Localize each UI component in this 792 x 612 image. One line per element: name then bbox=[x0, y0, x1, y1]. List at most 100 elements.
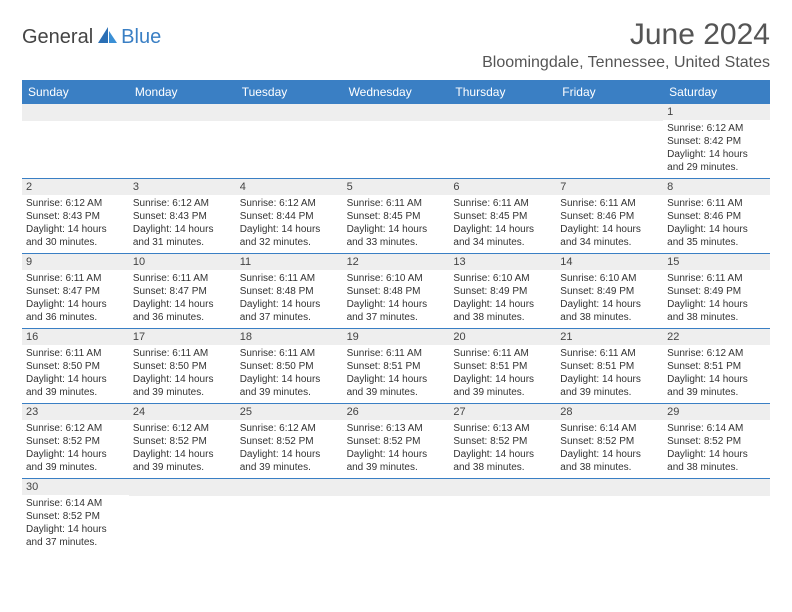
day-info: Sunrise: 6:14 AMSunset: 8:52 PMDaylight:… bbox=[22, 495, 129, 553]
day-info-empty bbox=[449, 121, 556, 175]
sunset-text: Sunset: 8:49 PM bbox=[667, 285, 766, 298]
day-number bbox=[556, 479, 663, 496]
sunset-text: Sunset: 8:48 PM bbox=[240, 285, 339, 298]
day-number: 3 bbox=[129, 179, 236, 195]
day-info: Sunrise: 6:14 AMSunset: 8:52 PMDaylight:… bbox=[556, 420, 663, 478]
sunset-text: Sunset: 8:50 PM bbox=[133, 360, 232, 373]
day-label: Saturday bbox=[663, 80, 770, 104]
sunset-text: Sunset: 8:52 PM bbox=[453, 435, 552, 448]
logo-sail-icon bbox=[97, 26, 119, 49]
day-number: 14 bbox=[556, 254, 663, 270]
sunset-text: Sunset: 8:48 PM bbox=[347, 285, 446, 298]
day-label: Tuesday bbox=[236, 80, 343, 104]
day-info: Sunrise: 6:11 AMSunset: 8:45 PMDaylight:… bbox=[343, 195, 450, 253]
day-info: Sunrise: 6:11 AMSunset: 8:50 PMDaylight:… bbox=[129, 345, 236, 403]
sunrise-text: Sunrise: 6:12 AM bbox=[133, 197, 232, 210]
sunset-text: Sunset: 8:45 PM bbox=[453, 210, 552, 223]
calendar-cell: 11Sunrise: 6:11 AMSunset: 8:48 PMDayligh… bbox=[236, 254, 343, 328]
sunrise-text: Sunrise: 6:12 AM bbox=[667, 347, 766, 360]
day-info-empty bbox=[236, 121, 343, 175]
week-row: 9Sunrise: 6:11 AMSunset: 8:47 PMDaylight… bbox=[22, 254, 770, 329]
day-info: Sunrise: 6:11 AMSunset: 8:50 PMDaylight:… bbox=[236, 345, 343, 403]
calendar-cell: 25Sunrise: 6:12 AMSunset: 8:52 PMDayligh… bbox=[236, 404, 343, 478]
day-info: Sunrise: 6:14 AMSunset: 8:52 PMDaylight:… bbox=[663, 420, 770, 478]
day-info: Sunrise: 6:10 AMSunset: 8:49 PMDaylight:… bbox=[556, 270, 663, 328]
daylight-text: Daylight: 14 hours and 35 minutes. bbox=[667, 223, 766, 249]
day-info-empty bbox=[236, 496, 343, 502]
daylight-text: Daylight: 14 hours and 38 minutes. bbox=[453, 448, 552, 474]
calendar-cell: 28Sunrise: 6:14 AMSunset: 8:52 PMDayligh… bbox=[556, 404, 663, 478]
calendar: Sunday Monday Tuesday Wednesday Thursday… bbox=[22, 80, 770, 553]
calendar-cell: 2Sunrise: 6:12 AMSunset: 8:43 PMDaylight… bbox=[22, 179, 129, 253]
day-number: 6 bbox=[449, 179, 556, 195]
day-info: Sunrise: 6:11 AMSunset: 8:47 PMDaylight:… bbox=[129, 270, 236, 328]
day-number: 30 bbox=[22, 479, 129, 495]
logo: General Blue bbox=[22, 26, 161, 49]
calendar-cell: 27Sunrise: 6:13 AMSunset: 8:52 PMDayligh… bbox=[449, 404, 556, 478]
calendar-cell: 13Sunrise: 6:10 AMSunset: 8:49 PMDayligh… bbox=[449, 254, 556, 328]
day-info-empty bbox=[129, 121, 236, 175]
calendar-cell: 6Sunrise: 6:11 AMSunset: 8:45 PMDaylight… bbox=[449, 179, 556, 253]
sunrise-text: Sunrise: 6:12 AM bbox=[133, 422, 232, 435]
day-header-row: Sunday Monday Tuesday Wednesday Thursday… bbox=[22, 80, 770, 104]
sunset-text: Sunset: 8:51 PM bbox=[667, 360, 766, 373]
daylight-text: Daylight: 14 hours and 29 minutes. bbox=[667, 148, 766, 174]
calendar-cell: 29Sunrise: 6:14 AMSunset: 8:52 PMDayligh… bbox=[663, 404, 770, 478]
daylight-text: Daylight: 14 hours and 30 minutes. bbox=[26, 223, 125, 249]
sunrise-text: Sunrise: 6:12 AM bbox=[240, 197, 339, 210]
day-info: Sunrise: 6:10 AMSunset: 8:49 PMDaylight:… bbox=[449, 270, 556, 328]
daylight-text: Daylight: 14 hours and 39 minutes. bbox=[26, 448, 125, 474]
sunset-text: Sunset: 8:51 PM bbox=[453, 360, 552, 373]
day-info-empty bbox=[343, 121, 450, 175]
day-info-empty bbox=[663, 496, 770, 502]
daylight-text: Daylight: 14 hours and 37 minutes. bbox=[26, 523, 125, 549]
day-info: Sunrise: 6:12 AMSunset: 8:51 PMDaylight:… bbox=[663, 345, 770, 403]
sunrise-text: Sunrise: 6:11 AM bbox=[26, 272, 125, 285]
calendar-cell bbox=[22, 104, 129, 178]
day-label: Friday bbox=[556, 80, 663, 104]
day-number bbox=[449, 479, 556, 496]
day-info: Sunrise: 6:11 AMSunset: 8:48 PMDaylight:… bbox=[236, 270, 343, 328]
sunrise-text: Sunrise: 6:12 AM bbox=[667, 122, 766, 135]
calendar-cell: 10Sunrise: 6:11 AMSunset: 8:47 PMDayligh… bbox=[129, 254, 236, 328]
calendar-cell: 9Sunrise: 6:11 AMSunset: 8:47 PMDaylight… bbox=[22, 254, 129, 328]
sunset-text: Sunset: 8:49 PM bbox=[560, 285, 659, 298]
day-number: 2 bbox=[22, 179, 129, 195]
day-info: Sunrise: 6:13 AMSunset: 8:52 PMDaylight:… bbox=[449, 420, 556, 478]
calendar-cell: 14Sunrise: 6:10 AMSunset: 8:49 PMDayligh… bbox=[556, 254, 663, 328]
calendar-cell: 8Sunrise: 6:11 AMSunset: 8:46 PMDaylight… bbox=[663, 179, 770, 253]
calendar-cell: 21Sunrise: 6:11 AMSunset: 8:51 PMDayligh… bbox=[556, 329, 663, 403]
calendar-cell: 23Sunrise: 6:12 AMSunset: 8:52 PMDayligh… bbox=[22, 404, 129, 478]
day-number: 11 bbox=[236, 254, 343, 270]
sunrise-text: Sunrise: 6:13 AM bbox=[453, 422, 552, 435]
calendar-cell: 30Sunrise: 6:14 AMSunset: 8:52 PMDayligh… bbox=[22, 479, 129, 553]
day-info: Sunrise: 6:10 AMSunset: 8:48 PMDaylight:… bbox=[343, 270, 450, 328]
calendar-cell: 3Sunrise: 6:12 AMSunset: 8:43 PMDaylight… bbox=[129, 179, 236, 253]
sunrise-text: Sunrise: 6:11 AM bbox=[26, 347, 125, 360]
sunset-text: Sunset: 8:47 PM bbox=[133, 285, 232, 298]
sunset-text: Sunset: 8:50 PM bbox=[26, 360, 125, 373]
weeks-container: 1Sunrise: 6:12 AMSunset: 8:42 PMDaylight… bbox=[22, 104, 770, 553]
day-info-empty bbox=[556, 121, 663, 175]
sunrise-text: Sunrise: 6:11 AM bbox=[560, 197, 659, 210]
sunrise-text: Sunrise: 6:10 AM bbox=[560, 272, 659, 285]
day-number: 9 bbox=[22, 254, 129, 270]
sunset-text: Sunset: 8:50 PM bbox=[240, 360, 339, 373]
calendar-cell bbox=[236, 104, 343, 178]
day-number: 16 bbox=[22, 329, 129, 345]
week-row: 16Sunrise: 6:11 AMSunset: 8:50 PMDayligh… bbox=[22, 329, 770, 404]
day-number bbox=[556, 104, 663, 121]
sunset-text: Sunset: 8:49 PM bbox=[453, 285, 552, 298]
day-number: 20 bbox=[449, 329, 556, 345]
day-number: 26 bbox=[343, 404, 450, 420]
sunset-text: Sunset: 8:42 PM bbox=[667, 135, 766, 148]
day-info-empty bbox=[22, 121, 129, 175]
sunrise-text: Sunrise: 6:11 AM bbox=[347, 197, 446, 210]
sunrise-text: Sunrise: 6:13 AM bbox=[347, 422, 446, 435]
sunrise-text: Sunrise: 6:14 AM bbox=[667, 422, 766, 435]
day-info: Sunrise: 6:12 AMSunset: 8:52 PMDaylight:… bbox=[129, 420, 236, 478]
day-label: Wednesday bbox=[343, 80, 450, 104]
calendar-cell bbox=[343, 104, 450, 178]
calendar-cell bbox=[556, 479, 663, 553]
calendar-cell: 1Sunrise: 6:12 AMSunset: 8:42 PMDaylight… bbox=[663, 104, 770, 178]
